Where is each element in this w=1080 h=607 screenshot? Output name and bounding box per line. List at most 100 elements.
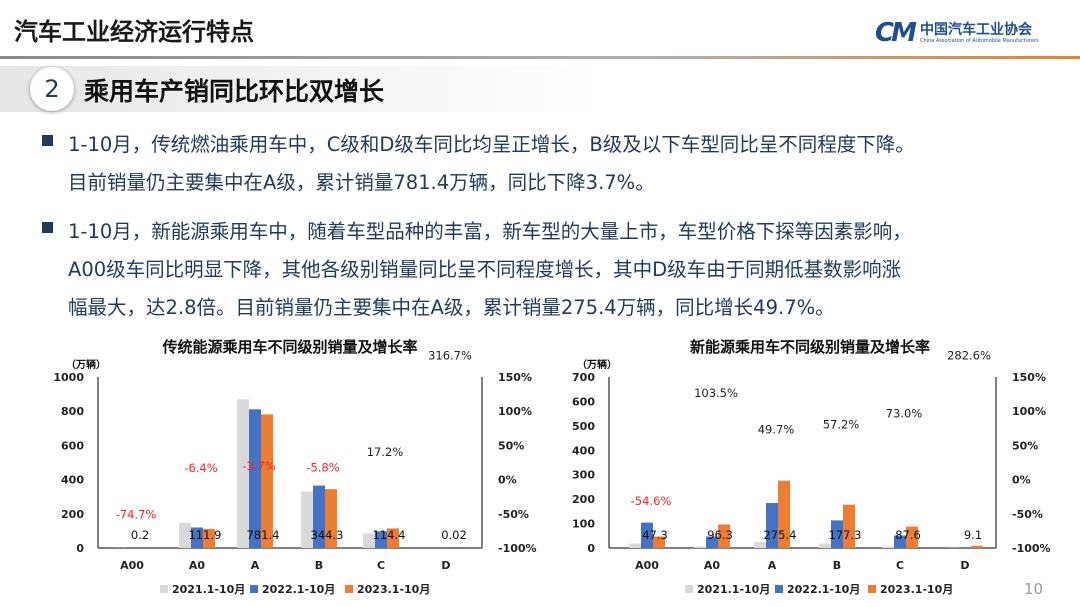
value-label: 0.2 (131, 528, 149, 542)
bar-2021.1-10月 (301, 491, 313, 548)
bullet-2-line-1: 1-10月，新能源乘用车中，随着车型品种的丰富，新车型的大量上市，车型价格下探等… (68, 220, 912, 243)
value-label: 9.1 (964, 528, 982, 542)
growth-label: 57.2% (823, 417, 860, 431)
legend-label: 2023.1-10月 (357, 583, 430, 596)
y2-tick-label: 0% (1012, 474, 1031, 487)
y2-tick-label: 50% (1012, 439, 1038, 452)
y2-tick-label: 150% (1012, 371, 1046, 384)
growth-label: 316.7% (428, 349, 472, 363)
section-number: 2 (30, 67, 74, 111)
legend-label: 2021.1-10月 (172, 583, 245, 596)
value-label: 114.4 (373, 528, 406, 542)
bar-2022.1-10月 (894, 535, 906, 548)
bar-2023.1-10月 (971, 545, 983, 548)
bar-2022.1-10月 (959, 547, 971, 548)
bar-2023.1-10月 (843, 504, 855, 548)
chart-title: 新能源乘用车不同级别销量及增长率 (690, 338, 930, 356)
x-tick-label: A0 (704, 559, 721, 572)
bar-2023.1-10月 (778, 480, 790, 548)
value-label: 781.4 (247, 528, 280, 542)
y-tick-label: 200 (572, 493, 595, 506)
growth-label: 282.6% (947, 349, 991, 363)
growth-label: 103.5% (694, 386, 738, 400)
x-tick-label: A00 (635, 559, 659, 572)
y-axis-unit: （万辆） (66, 358, 106, 371)
value-label: 275.4 (764, 528, 797, 542)
x-tick-label: B (833, 559, 841, 572)
legend-swatch (868, 585, 876, 593)
y-tick-label: 700 (572, 371, 595, 384)
bar-2023.1-10月 (653, 536, 665, 548)
bullet-1-line-1: 1-10月，传统燃油乘用车中，C级和D级车同比均呈正增长，B级及以下车型同比呈不… (68, 133, 915, 156)
bar-2022.1-10月 (375, 531, 387, 548)
y2-tick-label: -50% (498, 508, 529, 521)
x-tick-label: A0 (189, 559, 206, 572)
bar-2022.1-10月 (313, 485, 325, 548)
legend-swatch (685, 585, 693, 593)
y2-tick-label: 100% (1012, 405, 1046, 418)
growth-label: 73.0% (886, 407, 923, 421)
value-label: 0.02 (441, 528, 467, 542)
value-label: 177.3 (829, 528, 862, 542)
page-number: 10 (1024, 580, 1044, 598)
y2-tick-label: -100% (498, 542, 537, 555)
bullet-1-line-2: 目前销量仍主要集中在A级，累计销量781.4万辆，同比下降3.7%。 (68, 171, 655, 194)
section-band (0, 66, 600, 112)
y2-tick-label: -50% (1012, 508, 1043, 521)
y-tick-label: 100 (572, 518, 595, 531)
x-tick-label: C (896, 559, 904, 572)
header-divider (0, 56, 1080, 59)
value-label: 87.6 (895, 528, 921, 542)
bar-2021.1-10月 (237, 399, 249, 548)
x-tick-label: A00 (120, 559, 144, 572)
legend-label: 2022.1-10月 (787, 583, 860, 596)
bar-2023.1-10月 (203, 528, 215, 548)
page-title: 汽车工业经济运行特点 (14, 18, 254, 46)
bar-2021.1-10月 (694, 546, 706, 548)
x-tick-label: A (251, 559, 260, 572)
y-tick-label: 400 (61, 474, 84, 487)
legend-swatch (775, 585, 783, 593)
value-label: 344.3 (311, 528, 344, 542)
y2-tick-label: 150% (498, 371, 532, 384)
logo-name-cn: 中国汽车工业协会 (919, 22, 1032, 38)
y-tick-label: 800 (61, 405, 84, 418)
bar-2022.1-10月 (706, 536, 718, 548)
bullet-2-line-2: A00级车同比明显下降，其他各级别销量同比呈不同程度增长，其中D级车由于同期低基… (68, 258, 902, 281)
bar-2023.1-10月 (325, 489, 337, 548)
x-tick-label: A (768, 559, 777, 572)
bullet-icon (42, 135, 53, 146)
legend-label: 2023.1-10月 (880, 583, 953, 596)
x-tick-label: D (960, 559, 969, 572)
bar-2021.1-10月 (363, 533, 375, 548)
bar-2022.1-10月 (831, 520, 843, 548)
growth-label: -6.4% (184, 461, 217, 475)
y-tick-label: 500 (572, 420, 595, 433)
chart-title: 传统能源乘用车不同级别销量及增长率 (161, 338, 417, 356)
logo: CM 中国汽车工业协会 China Association of Automob… (875, 18, 1039, 48)
growth-label: -3.7% (242, 459, 275, 473)
y2-tick-label: 100% (498, 405, 532, 418)
bar-2021.1-10月 (179, 522, 191, 548)
bar-2021.1-10月 (629, 543, 641, 548)
y-tick-label: 0 (76, 542, 84, 555)
y-tick-label: 0 (587, 542, 595, 555)
x-tick-label: B (315, 559, 323, 572)
bar-2022.1-10月 (766, 503, 778, 548)
legend-swatch (250, 585, 258, 593)
y-axis-unit: （万辆） (577, 358, 617, 371)
bar-2021.1-10月 (754, 541, 766, 548)
bar-2023.1-10月 (387, 528, 399, 548)
legend-swatch (345, 585, 353, 593)
value-label: 111.9 (189, 528, 222, 542)
y2-tick-label: -100% (1012, 542, 1051, 555)
logo-name-en: China Association of Automobile Manufact… (919, 38, 1039, 44)
y2-tick-label: 50% (498, 439, 524, 452)
y2-tick-label: 0% (498, 474, 517, 487)
section-title: 乘用车产销同比环比双增长 (84, 77, 385, 106)
bar-2023.1-10月 (261, 414, 273, 548)
bar-2023.1-10月 (906, 526, 918, 548)
x-tick-label: D (441, 559, 450, 572)
y-tick-label: 300 (572, 469, 595, 482)
